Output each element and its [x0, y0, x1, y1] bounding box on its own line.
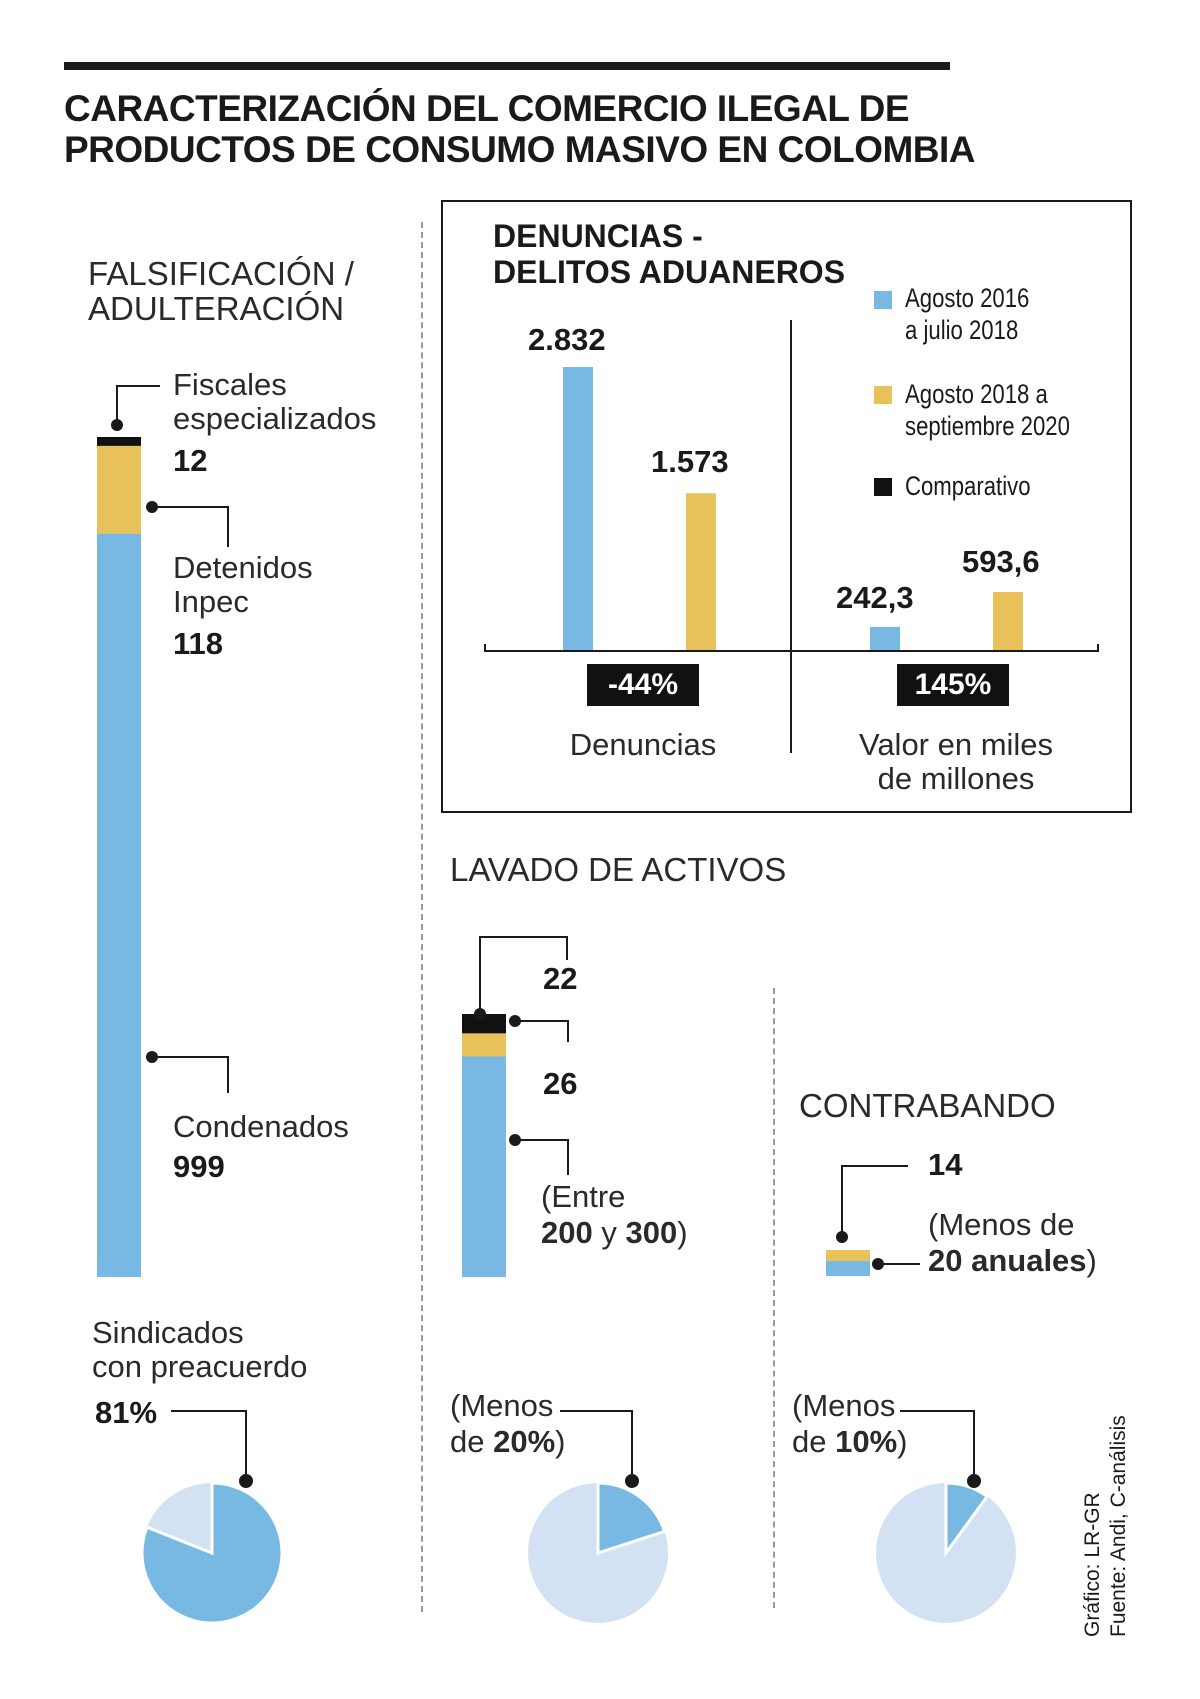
dot-lavado-22 — [474, 1008, 486, 1020]
lavado-pie-label: de 20%) — [450, 1424, 566, 1459]
bar-valor-2016 — [870, 626, 900, 651]
legend-2016: Agosto 2016 a julio 2018 — [905, 283, 1030, 345]
condenados-value: 999 — [173, 1149, 225, 1184]
contrabando-heading: CONTRABANDO — [799, 1087, 1056, 1124]
dot-condenados — [146, 1051, 158, 1063]
legend-swatch-comparativo — [874, 478, 892, 496]
falsificacion-segment-1 — [97, 445, 141, 534]
lavado-range-open: (Entre — [541, 1179, 626, 1214]
leader-contrabando-14 — [841, 1165, 908, 1237]
bar-label-valor-2016: 242,3 — [836, 580, 914, 615]
denuncias-panel — [441, 200, 1132, 813]
leader-detenidos — [152, 506, 229, 547]
contrabando-range-open: (Menos de — [928, 1207, 1075, 1242]
lavado-range: 200 y 300) — [541, 1215, 688, 1250]
leader-condenados — [152, 1056, 229, 1093]
contrabando-range: 20 anuales) — [928, 1243, 1097, 1278]
legend-2018: Agosto 2018 a septiembre 2020 — [905, 379, 1070, 441]
contrabando-segment-yellow — [826, 1250, 870, 1261]
lavado-segment-1 — [462, 1033, 506, 1057]
title-line-2: PRODUCTOS DE CONSUMO MASIVO EN COLOMBIA — [64, 129, 976, 170]
contrabando-pie-open: (Menos — [792, 1388, 896, 1423]
falsificacion-segment-0 — [97, 437, 141, 446]
bar-label-valor-2018: 593,6 — [962, 544, 1040, 579]
leader-pie-lavado — [560, 1410, 633, 1481]
lavado-value-26: 26 — [543, 1066, 578, 1101]
bar-label-denuncias-2018: 1.573 — [651, 444, 729, 479]
preacuerdo-label: Sindicados con preacuerdo — [92, 1315, 308, 1384]
section-divider-left — [421, 222, 423, 1612]
detenidos-value: 118 — [173, 626, 224, 661]
pie-falsificacion-slice — [140, 1481, 284, 1625]
dot-lavado-26 — [509, 1015, 521, 1027]
leader-lavado-range — [515, 1139, 569, 1175]
bar-label-denuncias-2016: 2.832 — [528, 322, 606, 357]
credits: Gráfico: LR-GR Fuente: Andi, C-análisis — [1080, 1415, 1132, 1637]
denuncias-title: DENUNCIAS - DELITOS ADUANEROS — [493, 218, 846, 290]
comparativo-denuncias: -44% — [587, 664, 699, 706]
leader-fiscales — [116, 385, 160, 425]
legend-swatch-2016 — [874, 291, 892, 309]
lavado-pie-open: (Menos — [450, 1388, 554, 1423]
lavado-segment-0 — [462, 1014, 506, 1034]
legend-swatch-2018 — [874, 386, 892, 404]
bar-valor-2018 — [993, 592, 1023, 651]
leader-lavado-26 — [515, 1020, 569, 1042]
dot-contrabando-range — [872, 1258, 884, 1270]
contrabando-segment-blue — [826, 1261, 870, 1276]
comparativo-valor: 145% — [897, 664, 1009, 706]
page-title: CARACTERIZACIÓN DEL COMERCIO ILEGAL DE P… — [64, 88, 976, 170]
section-divider-right — [773, 988, 775, 1608]
xlabel-valor: Valor en miles de millones — [858, 727, 1054, 796]
dot-pie-contrabando — [967, 1474, 981, 1488]
contrabando-pie-label: de 10%) — [792, 1424, 908, 1459]
dot-detenidos — [146, 501, 158, 513]
fiscales-label: Fiscales especializados — [173, 367, 377, 436]
lavado-segment-2 — [462, 1056, 506, 1277]
xlabel-denuncias: Denuncias — [569, 727, 717, 762]
fiscales-value: 12 — [173, 443, 208, 478]
credit-fuente: Fuente: Andi, C-análisis — [1107, 1415, 1130, 1637]
dot-pie-lavado — [625, 1474, 639, 1488]
dot-contrabando-14 — [836, 1231, 848, 1243]
contrabando-value-14: 14 — [928, 1147, 963, 1182]
detenidos-label: Detenidos Inpec — [173, 550, 313, 619]
dot-pie-falsificacion — [239, 1474, 253, 1488]
denuncias-x-axis — [484, 644, 1099, 652]
preacuerdo-value: 81% — [95, 1395, 158, 1430]
title-line-1: CARACTERIZACIÓN DEL COMERCIO ILEGAL DE — [64, 88, 910, 129]
bar-denuncias-2018 — [686, 493, 716, 651]
lavado-value-22: 22 — [543, 961, 578, 996]
leader-lavado-22 — [479, 936, 568, 1014]
title-rule — [64, 62, 950, 70]
leader-pie-falsificacion — [171, 1410, 247, 1481]
pie-lavado-slice — [596, 1481, 667, 1556]
dot-lavado-range — [509, 1134, 521, 1146]
leader-pie-contrabando — [900, 1410, 975, 1481]
pie-contrabando-slice — [944, 1481, 990, 1558]
falsificacion-heading: FALSIFICACIÓN / ADULTERACIÓN — [88, 255, 354, 327]
legend-comparativo: Comparativo — [905, 471, 1031, 501]
bar-denuncias-2016 — [563, 367, 593, 651]
credit-grafico: Gráfico: LR-GR — [1081, 1492, 1104, 1637]
condenados-label: Condenados — [173, 1109, 349, 1144]
dot-fiscales — [111, 419, 123, 431]
lavado-heading: LAVADO DE ACTIVOS — [450, 851, 787, 888]
falsificacion-segment-2 — [97, 533, 141, 1277]
